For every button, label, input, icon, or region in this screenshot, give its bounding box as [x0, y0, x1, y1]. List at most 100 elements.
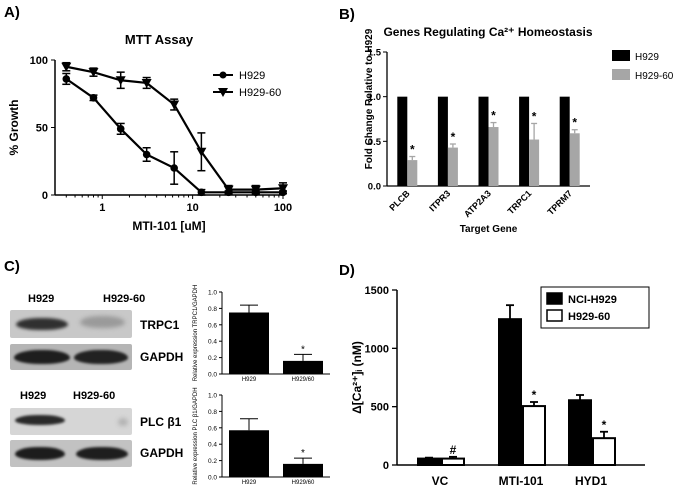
y-tick-label: 0.4 [208, 442, 217, 449]
data-point-triangle [115, 76, 126, 86]
y-tick-label: 1500 [365, 285, 389, 297]
x-tick-label: H929/60 [292, 377, 315, 382]
y-tick-label: 1.0 [208, 393, 217, 400]
data-point-triangle [250, 185, 261, 195]
significance-mark: * [451, 130, 456, 144]
y-axis-label: Relative expression TRPC1/GAPDH [193, 285, 199, 382]
bar-2 [592, 437, 616, 467]
y-tick-label: 1.0 [208, 290, 217, 297]
blot-lane-label-h929-bottom: H929 [20, 390, 47, 402]
significance-mark: # [450, 443, 457, 457]
panel-label-a: A) [4, 4, 20, 21]
x-tick-label: ITPR3 [427, 188, 452, 213]
chart-title: Genes Regulating Ca²⁺ Homeostasis [383, 25, 592, 39]
data-point-circle [116, 125, 125, 133]
y-tick-label: 1.5 [368, 48, 382, 59]
x-tick-label: PLCB [387, 188, 412, 213]
y-axis-label: Relative expression PLC β1/GAPDH [193, 387, 199, 484]
data-point-triangle [223, 185, 234, 195]
x-axis-label: MTI-101 [uM] [132, 219, 205, 233]
x-tick-label: 100 [274, 202, 292, 214]
data-point-circle [197, 188, 206, 197]
y-tick-label: 0.8 [208, 409, 217, 416]
y-tick-label: 0.8 [208, 306, 217, 313]
data-point-triangle [278, 184, 288, 194]
blot-row-label-plcb1: PLC β1 [140, 415, 182, 429]
x-tick-label: HYD1 [575, 474, 607, 488]
bar-2 [441, 457, 465, 466]
bar-1 [559, 96, 570, 186]
x-tick-label: H929/60 [292, 480, 315, 485]
significance-mark: * [532, 388, 537, 402]
panel-label-d: D) [339, 262, 355, 279]
bar-2 [407, 160, 418, 186]
bar-1 [519, 96, 530, 186]
bar-1 [568, 399, 592, 466]
legend-marker-circle [219, 71, 227, 79]
data-point-triangle [61, 62, 72, 72]
blot-row-label-gapdh-top: GAPDH [140, 350, 184, 364]
legend-label: H929-60 [239, 87, 281, 99]
y-tick-label: 500 [371, 402, 389, 414]
panel-label-b: B) [339, 6, 355, 23]
legend-label: H929-60 [635, 71, 674, 82]
bar-1 [397, 96, 408, 186]
y-tick-label: 0.0 [208, 475, 217, 482]
x-tick-label: TPRM7 [545, 188, 574, 217]
y-tick-label: 0.2 [208, 458, 217, 465]
bar-1 [437, 96, 448, 186]
bar-2 [529, 139, 540, 186]
y-tick-label: 0 [383, 460, 389, 472]
bar [229, 430, 269, 477]
legend-swatch [612, 69, 630, 80]
significance-mark: * [602, 418, 607, 432]
panel-label-c: C) [4, 258, 20, 275]
legend-label: NCI-H929 [568, 294, 617, 306]
data-point-triangle [88, 68, 99, 78]
x-tick-label: TRPC1 [506, 188, 534, 216]
legend-label: H929 [239, 70, 265, 82]
y-tick-label: 0.5 [368, 137, 382, 148]
calcium-genes-chart: Genes Regulating Ca²⁺ Homeostasis 0.0 0.5 1… [364, 25, 674, 235]
y-tick-label: 0.4 [208, 339, 217, 346]
y-tick-label: 50 [36, 123, 48, 135]
bar-2 [522, 405, 546, 466]
bar-2 [488, 127, 499, 186]
bar-1 [417, 457, 441, 466]
blot-row-label-gapdh-bottom: GAPDH [140, 446, 184, 460]
significance-mark: * [532, 109, 537, 123]
x-tick-label: 1 [99, 202, 105, 214]
bar-2 [447, 147, 458, 186]
blot-lane-label-h929: H929 [28, 293, 55, 305]
western-blot-panel: H929 H929-60 TRPC1 GAPDH H929 H929-60 PL… [0, 280, 200, 480]
blot-row-label-trpc1: TRPC1 [140, 318, 180, 332]
data-point-triangle [169, 100, 180, 110]
blot-trpc1 [10, 310, 132, 338]
x-axis-label: Target Gene [460, 224, 518, 235]
x-tick-label: VC [432, 474, 449, 488]
trpc1-expression-chart: 0.0 0.2 0.4 0.6 0.8 1.0 Relative expression TR… [193, 285, 330, 382]
bar [283, 463, 323, 477]
legend-marker-triangle [218, 88, 228, 97]
bar-1 [478, 96, 489, 186]
x-tick-label: MTI-101 [499, 474, 544, 488]
x-tick-label: H929 [242, 480, 257, 485]
data-point-circle [89, 94, 98, 102]
chart-title: MTT Assay [125, 32, 194, 47]
blot-lane-label-h929-60: H929-60 [103, 293, 146, 305]
mtt-assay-chart: MTT Assay 0 50 100 1 10 100 MTI-101 [uM] % Growt… [7, 32, 292, 233]
legend-swatch [546, 292, 563, 305]
y-tick-label: 0 [42, 190, 48, 202]
y-tick-label: 1000 [365, 343, 389, 355]
data-point-circle [170, 164, 178, 172]
blot-lane-label-h929-60-bottom: H929-60 [73, 390, 116, 402]
significance-mark: * [301, 448, 305, 459]
data-point-circle [62, 75, 71, 83]
y-axis-label: % Growth [7, 100, 21, 156]
y-tick-label: 100 [30, 55, 48, 67]
y-tick-label: 0.2 [208, 355, 217, 362]
bar [283, 360, 323, 374]
blot-gapdh-bottom [10, 440, 132, 467]
legend-label: H929 [635, 52, 659, 63]
legend-swatch [546, 309, 563, 322]
